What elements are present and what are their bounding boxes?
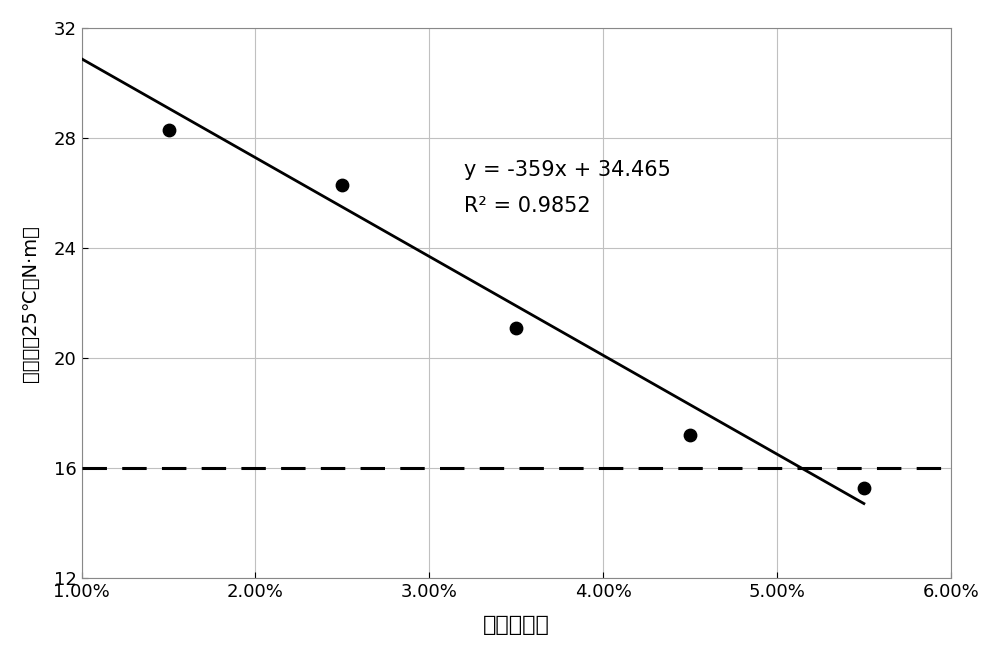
Y-axis label: 粘韧性（25℃，N·m）: 粘韧性（25℃，N·m） [21,225,40,382]
Point [508,323,524,333]
Point [856,482,872,493]
Point [161,125,177,135]
Point [334,180,350,190]
X-axis label: 温拌剂掺量: 温拌剂掺量 [483,615,550,635]
Point [682,430,698,441]
Text: y = -359x + 34.465
R² = 0.9852: y = -359x + 34.465 R² = 0.9852 [464,160,671,216]
